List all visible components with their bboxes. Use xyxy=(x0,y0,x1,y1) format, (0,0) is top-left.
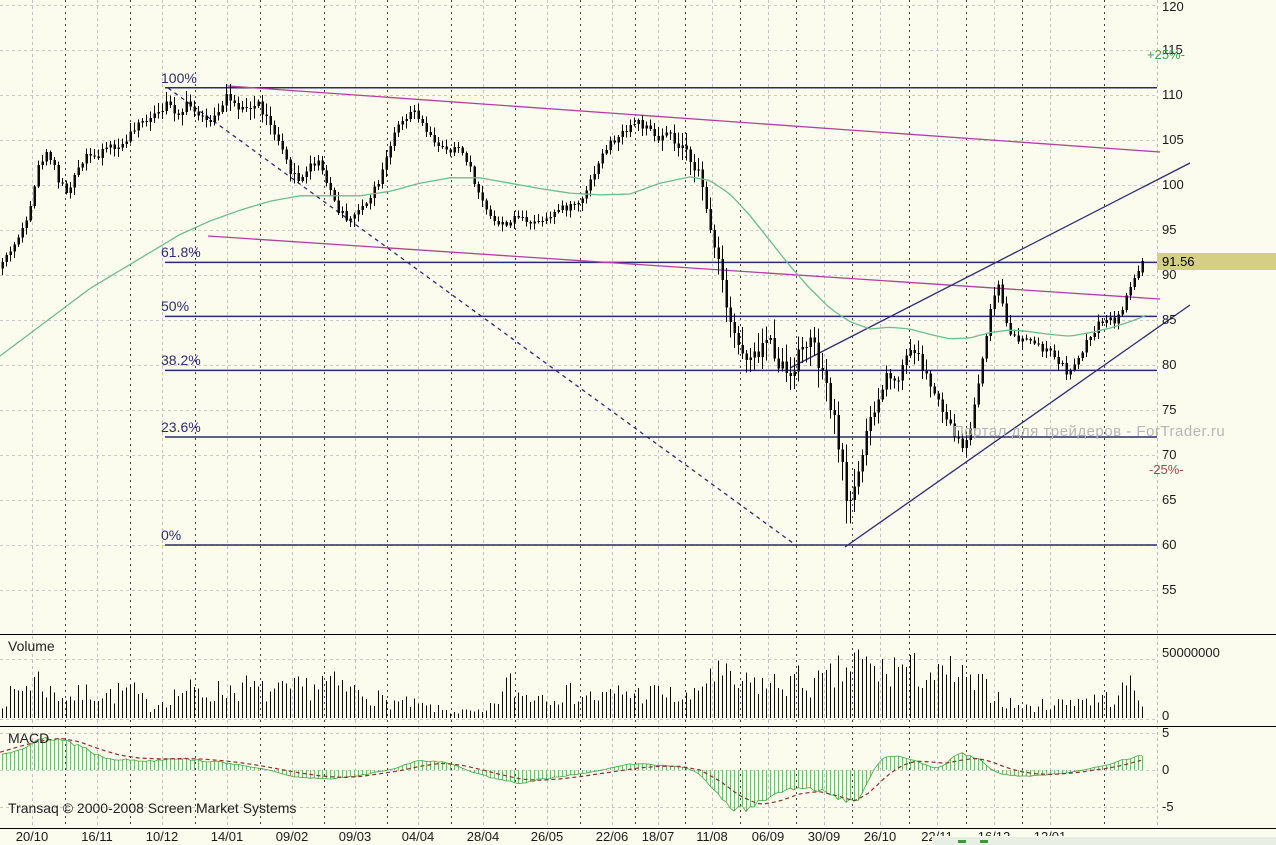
date-label-10-12: 10/12 xyxy=(145,829,179,844)
date-label-04-04: 04/04 xyxy=(401,829,435,844)
fib-label-50%: 50% xyxy=(161,298,190,315)
volume-axis-max: 50000000 xyxy=(1162,645,1220,660)
panel-borders xyxy=(0,634,1276,829)
fibonacci-lines xyxy=(165,87,1157,546)
date-label-09-03: 09/03 xyxy=(338,829,372,844)
price-tick-70: 70 xyxy=(1162,447,1177,462)
candlestick-series xyxy=(1,84,1144,524)
overlay-glyph xyxy=(958,840,966,843)
last-price-marker: 91.56 xyxy=(1157,253,1276,270)
fib-label-61.8%: 61.8% xyxy=(161,244,201,261)
uptrend-from-low-line xyxy=(844,304,1191,548)
price-tick-90: 90 xyxy=(1162,267,1177,282)
horizontal-gridlines xyxy=(0,5,1157,808)
date-label-06-09: 06/09 xyxy=(751,829,785,844)
price-tick-105: 105 xyxy=(1162,132,1184,147)
date-label-11-08: 11/08 xyxy=(696,829,728,844)
date-label-14-01: 14/01 xyxy=(210,829,244,844)
fib-label-23.6%: 23.6% xyxy=(161,419,201,435)
price-tick-60: 60 xyxy=(1162,537,1177,552)
price-tick-120: 120 xyxy=(1162,0,1184,14)
uptrend-steep-line xyxy=(789,162,1191,369)
volume-bars xyxy=(2,649,1143,718)
fib-label-38.2%: 38.2% xyxy=(161,352,201,369)
price-tick-55: 55 xyxy=(1162,582,1177,597)
macd-histogram xyxy=(2,737,1143,812)
price-tick-85: 85 xyxy=(1162,312,1177,327)
date-label-26-05: 26/05 xyxy=(530,829,564,844)
price-tick-110: 110 xyxy=(1162,87,1183,102)
macd-panel-title: MACD xyxy=(8,730,50,746)
macd-signal-line xyxy=(0,736,1143,813)
last-price-value: 91.56 xyxy=(1162,254,1195,269)
overlay-window-fragment xyxy=(932,836,1276,845)
price-tick-80: 80 xyxy=(1162,357,1177,372)
macd-tick-5: 5 xyxy=(1162,725,1170,740)
watermark: Портал для трейдеров - ForTrader.ru xyxy=(953,423,1226,440)
copyright-text: Transaq © 2000-2008 Screen Market System… xyxy=(8,800,297,816)
price-tick-65: 65 xyxy=(1162,492,1177,507)
price-tick-75: 75 xyxy=(1162,402,1177,417)
date-label-09-02: 09/02 xyxy=(275,829,309,844)
price-tick-115: 115 xyxy=(1162,42,1183,57)
upper-resistance-line xyxy=(227,85,1161,153)
macd-tick-0: 0 xyxy=(1162,762,1170,777)
date-label-22-06: 22/06 xyxy=(595,829,629,844)
fib-label-0%: 0% xyxy=(161,527,182,543)
plus-25-percent-label: +25%- xyxy=(1147,46,1185,62)
lower-resistance-line xyxy=(207,235,1161,300)
date-label-26-10: 26/10 xyxy=(863,829,897,844)
downtrend-dashed-line xyxy=(167,87,798,547)
moving-average-line xyxy=(0,176,1147,357)
date-label-20-10: 20/10 xyxy=(15,829,49,844)
price-tick-100: 100 xyxy=(1162,177,1184,192)
price-tick-95: 95 xyxy=(1162,222,1177,237)
macd-tick--5: -5 xyxy=(1162,799,1174,814)
date-label-30-09: 30/09 xyxy=(807,829,841,844)
volume-axis-zero: 0 xyxy=(1162,708,1170,723)
date-label-18-07: 18/07 xyxy=(641,829,675,844)
date-label-28-04: 28/04 xyxy=(466,829,500,844)
minus-25-percent-label: -25%- xyxy=(1149,462,1184,478)
overlay-glyph xyxy=(980,840,988,843)
fib-label-100%: 100% xyxy=(161,69,197,86)
volume-panel-title: Volume xyxy=(8,638,55,654)
date-label-16-11: 16/11 xyxy=(81,829,113,844)
